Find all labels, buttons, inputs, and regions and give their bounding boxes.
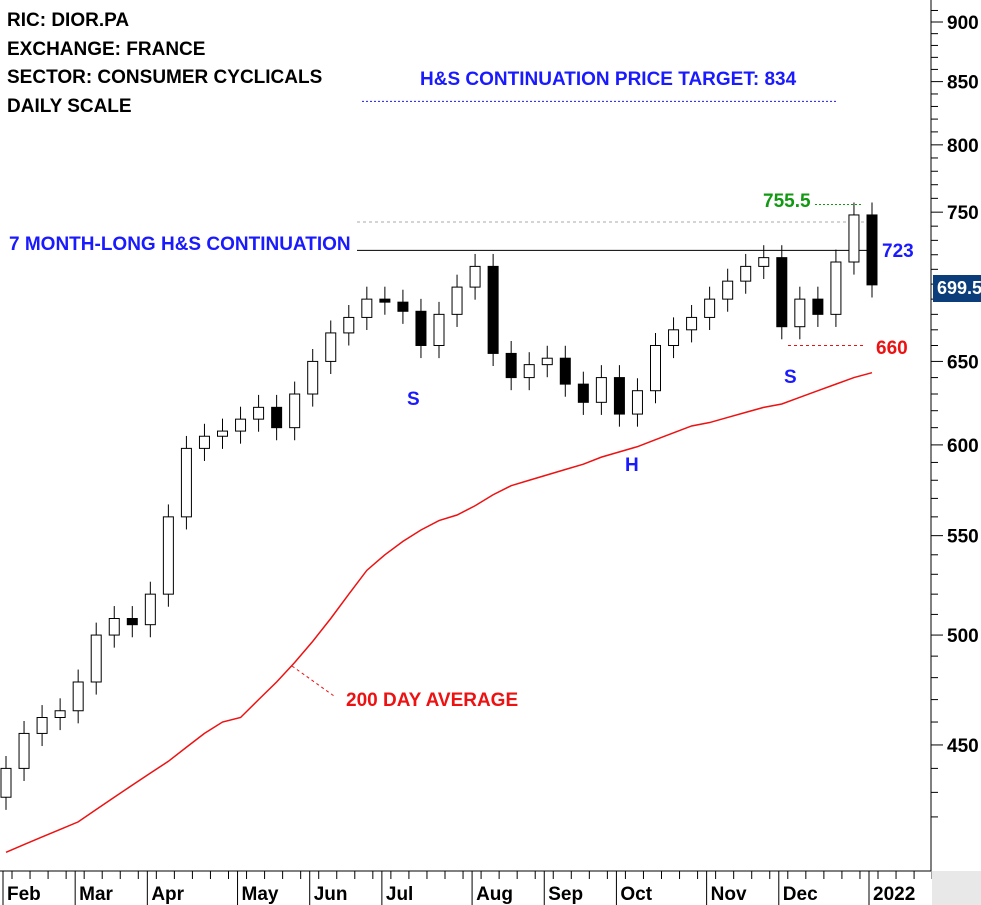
last-price-badge: 699.5	[933, 275, 981, 302]
candle-body	[180, 447, 192, 518]
candle-body	[758, 257, 770, 267]
y-tick-label: 550	[947, 527, 979, 548]
neckline-annotation: 723	[882, 241, 914, 262]
y-tick-label: 850	[947, 73, 979, 94]
candle-body	[217, 430, 228, 437]
candle-body	[487, 265, 499, 354]
pattern-annotation: 7 MONTH-LONG H&S CONTINUATION	[9, 234, 351, 255]
candle-body	[343, 316, 355, 334]
candle-body	[541, 357, 553, 366]
candle-body	[722, 280, 734, 300]
candle-body	[577, 383, 589, 403]
candle-body	[198, 435, 210, 449]
x-tick-label: Feb	[7, 884, 41, 905]
candle-body	[415, 310, 427, 346]
candle-body	[668, 329, 680, 346]
candle-body	[253, 406, 265, 420]
candle-body	[451, 286, 463, 315]
candle-body	[613, 377, 625, 415]
exchange-label: EXCHANGE: FRANCE	[7, 39, 206, 60]
candle-body	[505, 352, 517, 379]
candle-body	[162, 516, 174, 595]
candle-body	[235, 418, 247, 432]
x-tick-label: Aug	[476, 884, 513, 905]
left-shoulder-label: S	[407, 389, 420, 410]
y-tick-label: 600	[947, 436, 979, 457]
candle-body	[595, 377, 607, 403]
x-tick-label: Mar	[79, 884, 113, 905]
support-annotation: 660	[876, 338, 908, 359]
sector-label: SECTOR: CONSUMER CYCLICALS	[7, 67, 323, 88]
x-tick-label: Jul	[386, 884, 413, 905]
candle-body	[776, 257, 788, 328]
right-shoulder-label: S	[784, 367, 797, 388]
target-annotation: H&S CONTINUATION PRICE TARGET: 834	[420, 69, 797, 90]
x-tick-label: 2022	[873, 884, 915, 905]
candle-body	[325, 332, 337, 362]
candle-body	[650, 344, 661, 392]
candle-body	[361, 298, 373, 318]
candle-body	[72, 681, 84, 712]
candle-body	[704, 298, 716, 318]
y-tick-label: 900	[947, 13, 979, 34]
x-tick-label: May	[242, 884, 279, 905]
candle-body	[559, 357, 571, 385]
y-tick-label: 650	[947, 352, 979, 373]
candle-body	[686, 316, 698, 331]
high-annotation: 755.5	[763, 191, 811, 212]
candle-body	[18, 732, 30, 769]
axis-corner	[932, 871, 981, 905]
x-tick-label: Oct	[620, 884, 652, 905]
candle-body	[631, 390, 643, 415]
candle-body	[144, 593, 156, 626]
candle-body	[271, 406, 283, 429]
y-tick-label: 450	[947, 736, 979, 757]
y-tick-label: 750	[947, 203, 979, 224]
y-tick-label: 800	[947, 136, 979, 157]
ma-annotation: 200 DAY AVERAGE	[346, 690, 519, 711]
x-tick-label: Apr	[151, 884, 184, 905]
head-label: H	[625, 455, 639, 476]
ma-leader-line	[291, 665, 335, 697]
candle-body	[36, 717, 48, 734]
candle-body	[379, 298, 391, 303]
candle-body	[126, 618, 138, 626]
candle-body	[523, 364, 535, 379]
candle-body	[397, 301, 409, 312]
candle-body	[866, 214, 878, 286]
candle-body	[433, 313, 445, 346]
candle-body	[740, 265, 752, 282]
candle-body	[812, 298, 824, 315]
candle-body	[848, 214, 860, 263]
candle-body	[469, 265, 481, 288]
scale-label: DAILY SCALE	[7, 96, 132, 117]
x-tick-label: Sep	[548, 884, 583, 905]
candle-body	[289, 393, 301, 429]
ma200-line	[5, 371, 873, 853]
candle-body	[0, 767, 12, 798]
candle-body	[794, 298, 806, 328]
ric-label: RIC: DIOR.PA	[7, 10, 130, 31]
x-tick-label: Jun	[314, 884, 348, 905]
candle-body	[90, 634, 102, 683]
candle-body	[54, 710, 66, 719]
candle-body	[108, 618, 120, 636]
x-tick-label: Nov	[711, 884, 747, 905]
y-tick-label: 500	[947, 626, 979, 647]
candle-body	[307, 360, 319, 395]
x-tick-label: Dec	[783, 884, 818, 905]
candle-body	[830, 261, 842, 315]
